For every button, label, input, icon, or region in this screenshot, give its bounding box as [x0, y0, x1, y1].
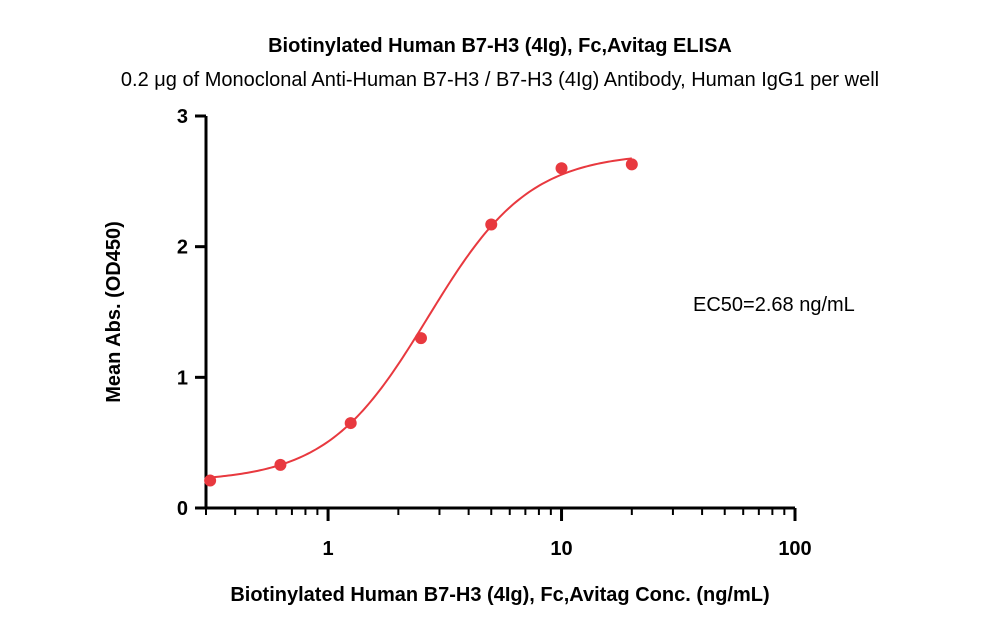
chart-subtitle: 0.2 μg of Monoclonal Anti-Human B7-H3 / … — [121, 69, 879, 91]
data-point — [344, 417, 357, 430]
x-tick-label: 100 — [778, 538, 811, 560]
x-ticks: 1 10 100 — [205, 508, 812, 560]
y-tick-label: 0 — [177, 498, 188, 520]
x-tick-label: 1 — [323, 538, 334, 560]
data-point — [204, 474, 217, 487]
x-tick-label: 10 — [550, 538, 572, 560]
y-tick-label: 1 — [177, 367, 188, 389]
data-point — [414, 332, 427, 345]
data-points — [204, 158, 638, 487]
y-axis-label: Mean Abs. (OD450) — [103, 221, 125, 403]
data-point — [485, 218, 498, 231]
x-axis: 1 10 100 — [205, 506, 812, 560]
y-tick-label: 2 — [177, 237, 188, 259]
ec50-annotation: EC50=2.68 ng/mL — [693, 294, 855, 316]
y-axis: 0 1 2 3 — [177, 106, 208, 520]
data-point — [625, 158, 638, 171]
fit-curve — [210, 157, 632, 479]
y-tick-label: 3 — [177, 106, 188, 128]
x-axis-label: Biotinylated Human B7-H3 (4Ig), Fc,Avita… — [230, 584, 769, 606]
data-point — [555, 162, 568, 175]
chart-title: Biotinylated Human B7-H3 (4Ig), Fc,Avita… — [268, 35, 732, 57]
y-ticks: 0 1 2 3 — [177, 106, 206, 520]
data-point — [274, 458, 287, 471]
